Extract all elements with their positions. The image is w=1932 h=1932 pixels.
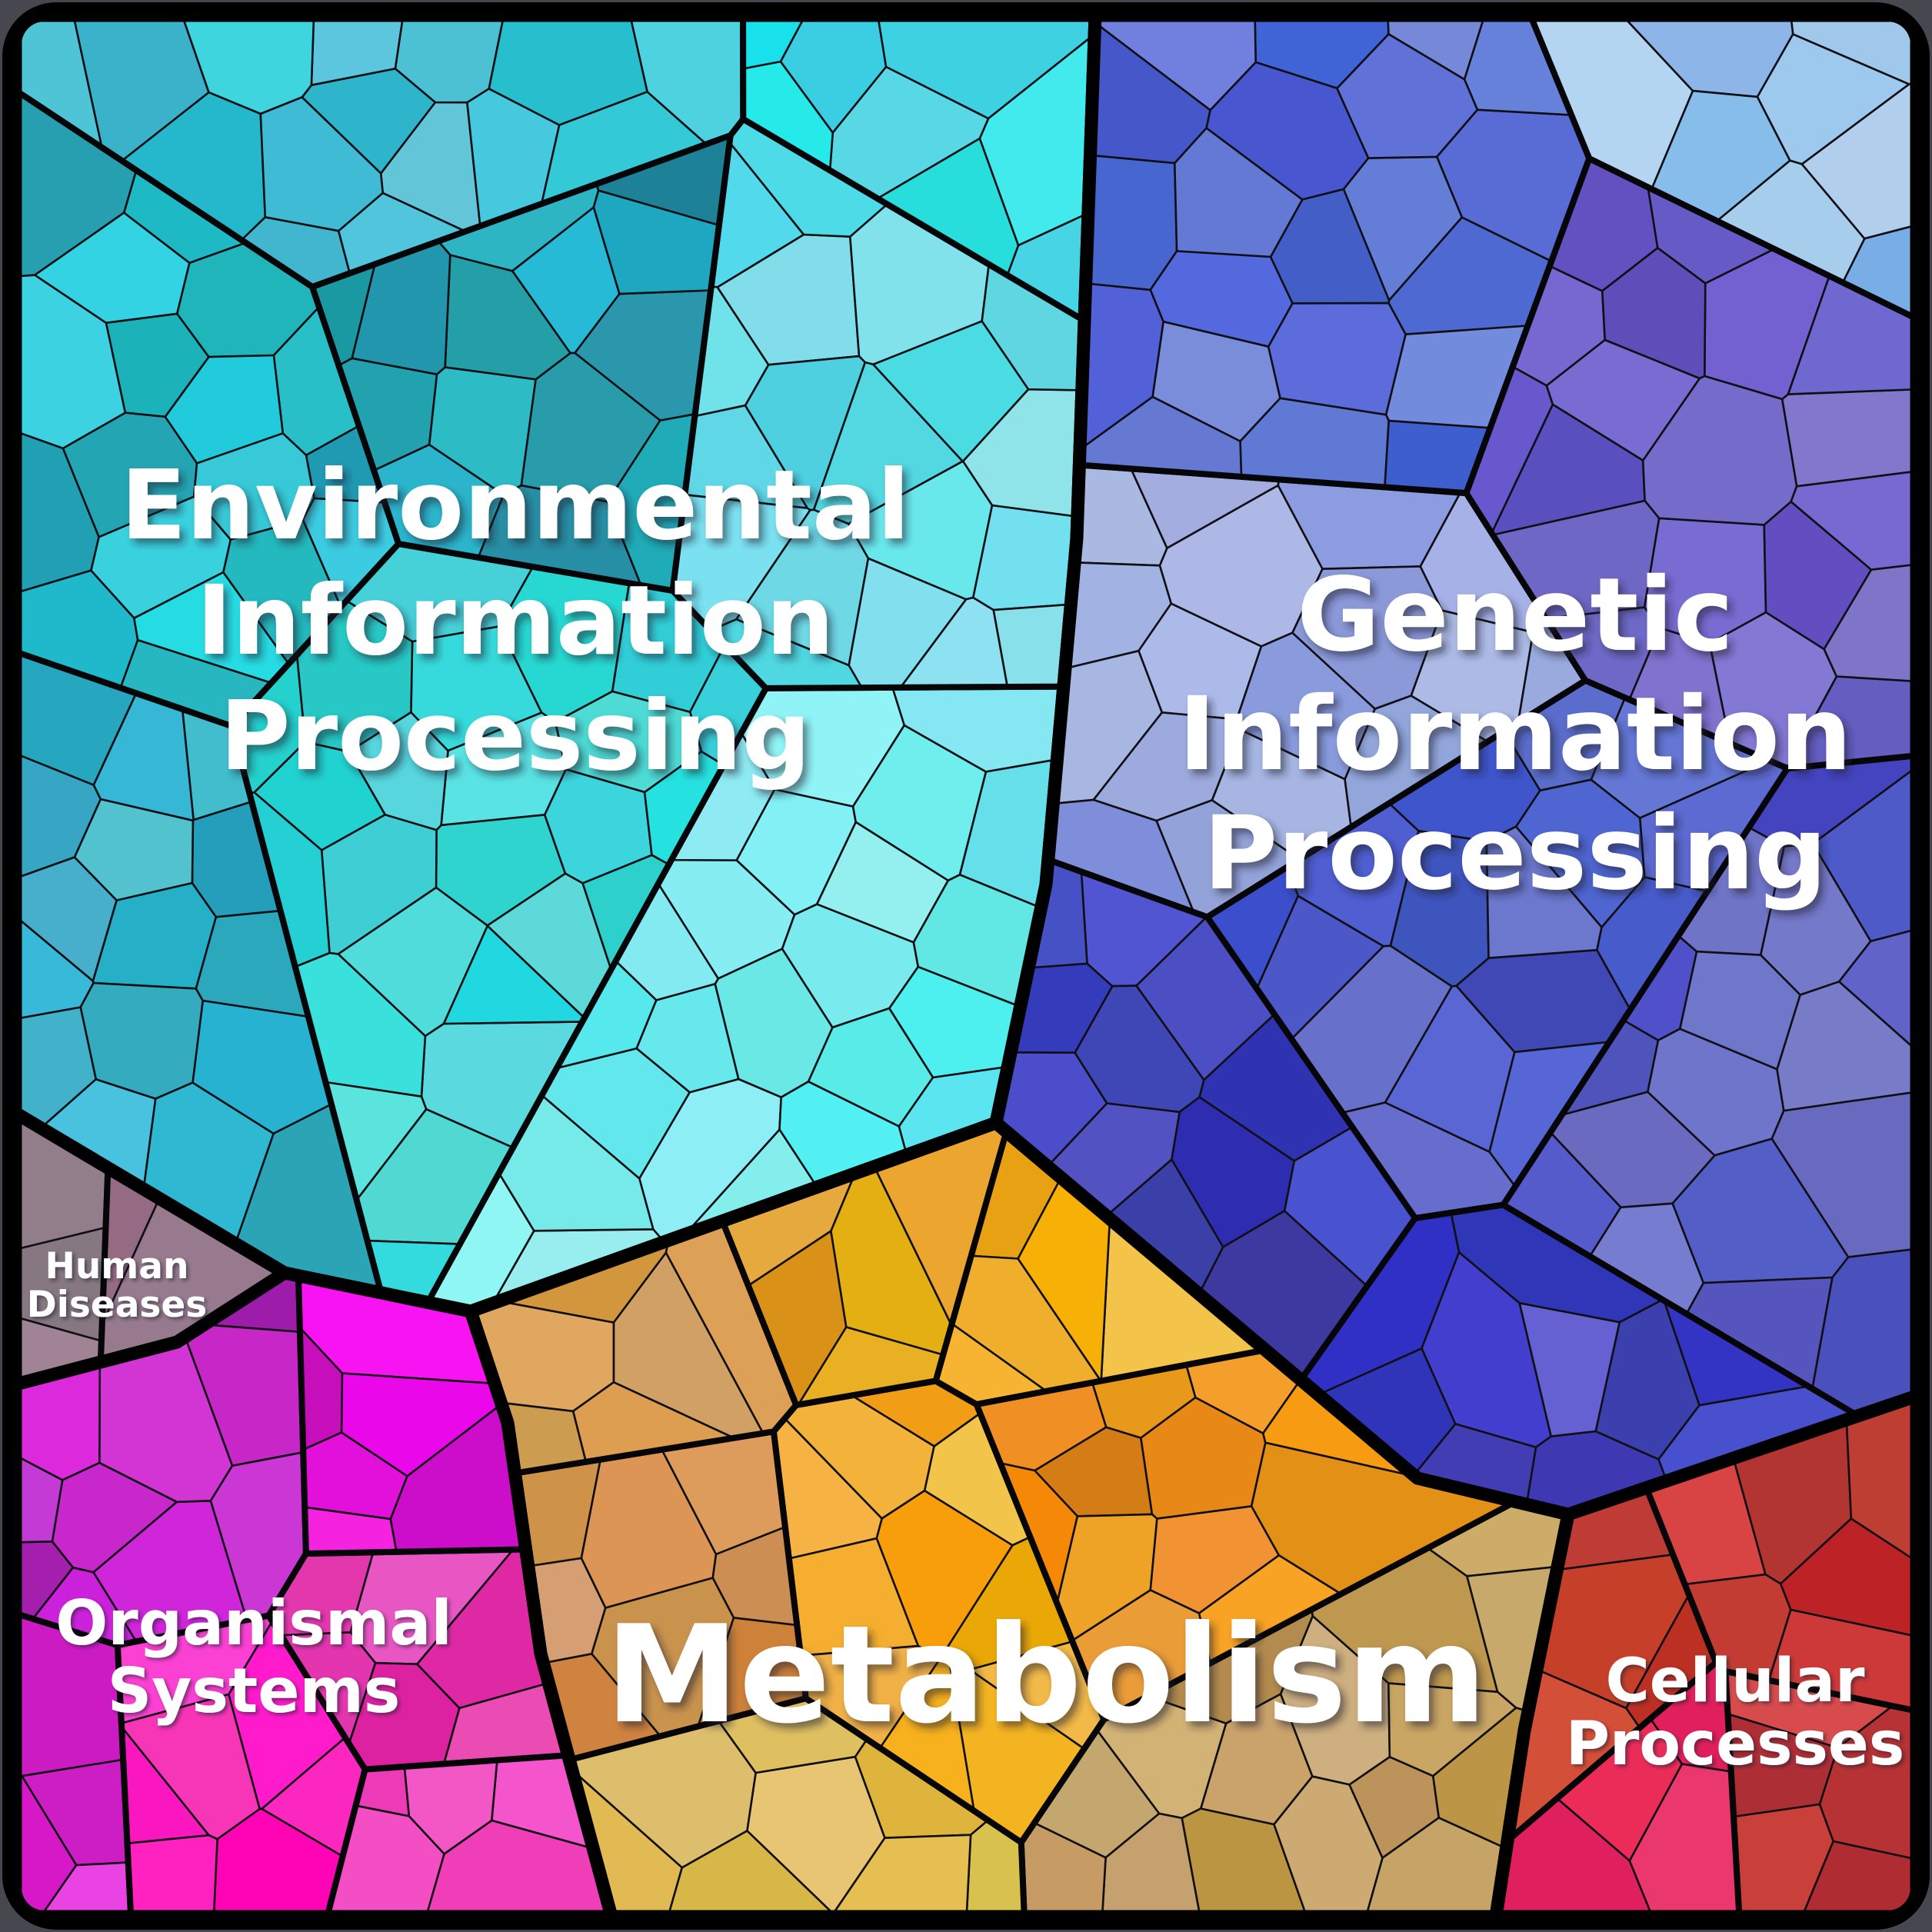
mosaic-cell xyxy=(72,22,210,162)
mosaic-cell xyxy=(1800,1840,1910,1910)
mosaic-cell xyxy=(1780,388,1910,488)
mosaic-cell xyxy=(326,1804,445,1910)
region-border xyxy=(22,1106,291,1391)
mosaic-cell xyxy=(428,366,537,496)
mosaic-cell xyxy=(832,1834,972,1910)
mosaic-cell xyxy=(554,690,703,794)
mosaic-cell xyxy=(1181,1807,1308,1910)
label-organismal-line-2: Systems xyxy=(108,1655,401,1727)
mosaic-cell xyxy=(1267,301,1407,416)
mosaic-cell xyxy=(22,1006,97,1129)
mosaic-cell xyxy=(22,88,138,278)
mosaic-cell xyxy=(972,504,1079,611)
region-border xyxy=(1489,1389,1910,1910)
mosaic-cell xyxy=(1463,22,1573,116)
mosaic-cell xyxy=(394,22,505,104)
label-genetic-line-3: Processing xyxy=(1203,794,1827,913)
mosaic-cell xyxy=(105,312,210,418)
label-cellular-line-1: Cellular xyxy=(1606,1647,1866,1716)
mosaic-cell xyxy=(1200,1693,1314,1826)
label-metabolism: Metabolism xyxy=(605,1597,1487,1754)
label-environmental-line-1: Environmental xyxy=(121,450,910,561)
label-human-diseases-line-2: Diseases xyxy=(27,1284,208,1326)
label-genetic-line-1: Genetic xyxy=(1297,556,1734,675)
mosaic-cell xyxy=(192,432,315,541)
mosaic-cell xyxy=(1732,1803,1834,1910)
mosaic-cell xyxy=(1518,1302,1621,1437)
mosaic-cell xyxy=(92,881,218,990)
mosaic-cell xyxy=(1348,1756,1440,1859)
mosaic-cell xyxy=(815,821,949,944)
mosaic-cell xyxy=(1101,1812,1201,1910)
mosaic-cell xyxy=(1094,22,1257,112)
label-organismal-line-1: Organismal xyxy=(55,1587,451,1659)
mosaic-cell xyxy=(1790,470,1910,571)
mosaic-cell xyxy=(1545,338,1701,461)
label-human-diseases-line-1: Human xyxy=(45,1245,189,1287)
mosaic-cell xyxy=(744,355,867,511)
mosaic-cell xyxy=(877,22,1097,120)
mosaic-cell xyxy=(714,948,834,1098)
subgroup-border xyxy=(566,1695,1028,1910)
mosaic-cell xyxy=(1679,950,1801,1071)
mosaic-cell xyxy=(259,96,384,232)
subgroup-border xyxy=(309,132,734,594)
label-environmental-line-2: Information xyxy=(196,565,834,677)
mosaic-cell xyxy=(1790,22,1910,85)
label-environmental-line-3: Processing xyxy=(220,681,811,792)
label-genetic-line-2: Information xyxy=(1178,675,1852,794)
region-genetic-information-processing[interactable] xyxy=(989,15,1917,1521)
region-cellular-processes[interactable] xyxy=(1489,1389,1917,1917)
region-human-diseases[interactable] xyxy=(15,1106,291,1391)
region-labels: Environmental Information Processing Gen… xyxy=(27,450,1905,1779)
label-cellular-line-2: Processes xyxy=(1566,1710,1905,1779)
mosaic-cell xyxy=(1149,1505,1281,1614)
mosaic-cell xyxy=(1089,22,1211,165)
mosaic-cell xyxy=(1336,33,1479,159)
region-environmental-information-processing[interactable] xyxy=(15,15,1102,1318)
region-metabolism[interactable] xyxy=(464,1116,1575,1917)
mosaic-cell xyxy=(1342,155,1464,301)
mosaic-cell xyxy=(79,981,204,1100)
mosaic-cell xyxy=(1158,484,1324,648)
mosaic-cell xyxy=(126,1834,218,1910)
